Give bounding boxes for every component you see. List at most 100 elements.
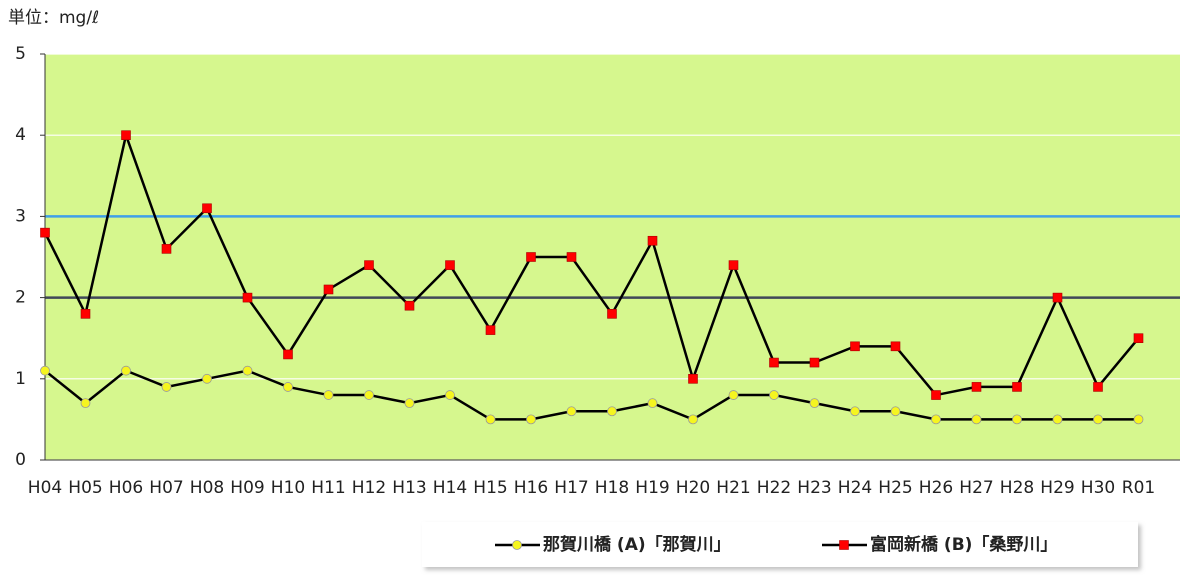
legend-marker xyxy=(512,540,522,550)
x-tick-label: H11 xyxy=(311,478,345,498)
data-point xyxy=(1093,414,1103,425)
data-point xyxy=(242,365,253,376)
data-point xyxy=(40,365,50,376)
x-tick-label: H18 xyxy=(595,478,629,498)
data-point xyxy=(283,382,293,392)
data-point xyxy=(242,292,253,303)
data-point xyxy=(890,341,901,352)
data-point xyxy=(121,365,131,376)
data-point xyxy=(850,406,860,417)
data-point xyxy=(647,398,658,409)
x-tick-label: H10 xyxy=(271,478,305,498)
data-point xyxy=(769,357,779,368)
legend-box xyxy=(422,522,1138,567)
data-point xyxy=(485,325,496,335)
data-point xyxy=(688,414,698,425)
y-tick-label: 1 xyxy=(15,369,26,389)
x-tick-label: R01 xyxy=(1122,478,1155,498)
x-tick-label: H07 xyxy=(149,478,183,498)
x-tick-label: H27 xyxy=(959,478,993,498)
data-point xyxy=(161,382,172,392)
data-point xyxy=(323,284,334,295)
x-tick-label: H06 xyxy=(109,478,143,498)
series-line xyxy=(43,130,1140,397)
data-point xyxy=(1012,382,1022,392)
data-point xyxy=(485,414,496,425)
data-point xyxy=(1133,333,1144,344)
data-point xyxy=(445,260,455,270)
data-point xyxy=(526,414,536,425)
data-point xyxy=(445,390,455,400)
data-point xyxy=(1052,292,1063,303)
data-point xyxy=(931,390,941,400)
data-point xyxy=(809,357,820,368)
data-point xyxy=(404,398,415,409)
data-point xyxy=(283,349,293,360)
x-tick-label: H21 xyxy=(716,478,750,498)
data-point xyxy=(80,398,91,409)
data-point xyxy=(607,406,617,417)
x-tick-label: H22 xyxy=(757,478,791,498)
data-point xyxy=(850,341,860,352)
x-tick-label: H04 xyxy=(28,478,62,498)
y-tick-label: 5 xyxy=(15,44,26,64)
data-point xyxy=(323,390,334,400)
data-point xyxy=(364,390,374,400)
data-point xyxy=(1012,414,1022,425)
data-point xyxy=(566,406,577,417)
x-tick-label: H19 xyxy=(635,478,669,498)
x-tick-label: H20 xyxy=(676,478,710,498)
x-tick-label: H24 xyxy=(838,478,872,498)
x-tick-label: H08 xyxy=(190,478,224,498)
data-point xyxy=(728,260,739,270)
x-tick-label: H14 xyxy=(433,478,467,498)
data-point xyxy=(809,398,820,409)
legend-label: 那賀川橋 (A)「那賀川」 xyxy=(543,534,731,555)
data-point xyxy=(971,414,982,425)
x-tick-label: H16 xyxy=(514,478,548,498)
x-tick-label: H15 xyxy=(473,478,507,498)
data-point xyxy=(931,414,941,425)
data-point xyxy=(1133,414,1144,425)
data-point xyxy=(364,260,374,270)
y-tick-label: 2 xyxy=(15,288,26,308)
data-point xyxy=(890,406,901,417)
data-point xyxy=(728,390,739,400)
legend-marker xyxy=(839,540,849,550)
y-tick-label: 4 xyxy=(15,125,26,145)
data-point xyxy=(607,309,617,319)
data-point xyxy=(121,130,131,140)
data-point xyxy=(647,235,658,246)
x-tick-label: H25 xyxy=(878,478,912,498)
data-point xyxy=(161,244,172,254)
x-tick-label: H09 xyxy=(230,478,264,498)
x-tick-label: H17 xyxy=(554,478,588,498)
data-point xyxy=(769,390,779,400)
x-tick-label: H23 xyxy=(797,478,831,498)
series-line xyxy=(44,369,1139,421)
data-point xyxy=(526,252,536,262)
data-point xyxy=(202,203,212,214)
data-point xyxy=(1052,414,1063,425)
x-tick-label: H29 xyxy=(1040,478,1074,498)
plot-area xyxy=(45,54,1180,460)
x-tick-label: H30 xyxy=(1081,478,1115,498)
data-point xyxy=(971,382,982,392)
data-point xyxy=(688,373,698,384)
y-tick-label: 3 xyxy=(15,206,26,226)
x-tick-label: H13 xyxy=(392,478,426,498)
data-point xyxy=(566,252,577,262)
data-point xyxy=(404,300,415,311)
data-point xyxy=(80,309,91,319)
y-tick-label: 0 xyxy=(15,450,26,470)
x-tick-label: H12 xyxy=(352,478,386,498)
data-point xyxy=(1093,382,1103,392)
x-tick-label: H26 xyxy=(919,478,953,498)
x-tick-label: H05 xyxy=(68,478,102,498)
x-tick-label: H28 xyxy=(1000,478,1034,498)
data-point xyxy=(202,373,212,384)
unit-label: 単位：mg/ℓ xyxy=(8,8,99,28)
data-point xyxy=(40,227,50,238)
